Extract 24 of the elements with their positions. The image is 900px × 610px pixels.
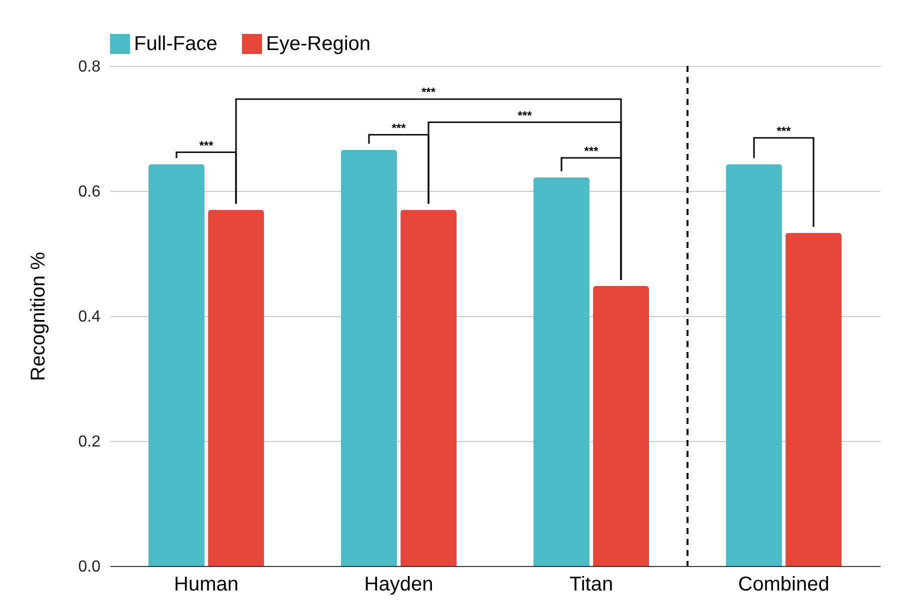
x-tick-label: Human xyxy=(174,574,238,596)
bar xyxy=(208,210,264,566)
annotation: *** xyxy=(776,124,792,138)
x-tick-label: Hayden xyxy=(364,574,434,596)
legend-label: Eye-Region xyxy=(266,33,371,55)
y-tick-label: 0.6 xyxy=(78,184,101,200)
annotation: *** xyxy=(392,120,406,135)
significance-bracket: *** xyxy=(753,124,814,227)
x-tick-label: Titan xyxy=(569,574,614,596)
significance-bracket: *** xyxy=(560,144,622,280)
y-tick-label: 0.4 xyxy=(78,308,101,326)
y-tick-label: 0.2 xyxy=(78,434,101,450)
annotation: *** xyxy=(199,138,214,152)
x-tick-label: Combined xyxy=(738,574,830,596)
bar xyxy=(593,286,649,566)
annotation: *** xyxy=(422,85,436,100)
annotation: *** xyxy=(518,108,532,122)
y-tick-label: 0.0 xyxy=(78,558,101,576)
annotation: *** xyxy=(584,144,599,158)
legend-label: Full-Face xyxy=(134,33,218,55)
bar xyxy=(786,232,842,566)
y-tick-label: 0.8 xyxy=(78,58,101,76)
y-axis-title: Recognition % xyxy=(27,252,50,381)
bar xyxy=(400,210,456,566)
